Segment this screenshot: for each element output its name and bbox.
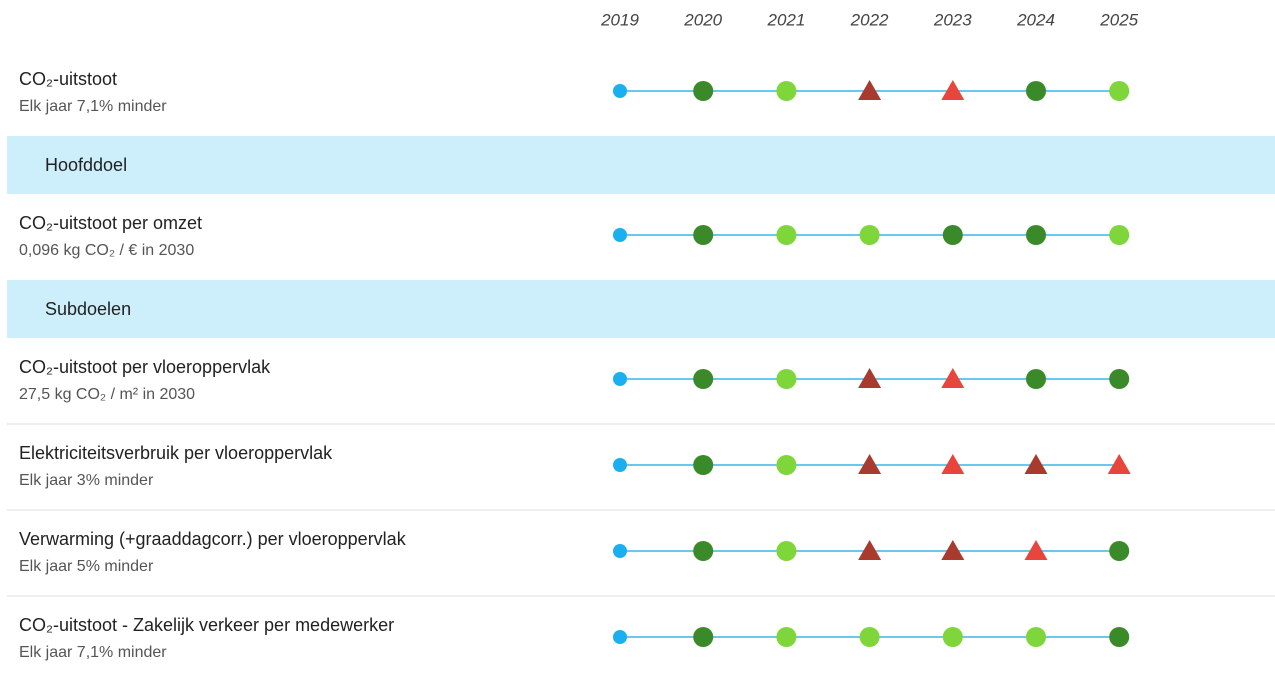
- status-dot: [859, 627, 880, 647]
- year-label: 2020: [683, 10, 722, 29]
- year-label: 2021: [766, 10, 805, 29]
- status-triangle: [858, 454, 882, 474]
- row-title: CO₂-uitstoot - Zakelijk verkeer per mede…: [19, 615, 394, 635]
- row-subtitle: 27,5 kg CO₂ / m² in 2030: [19, 386, 195, 403]
- status-dot: [1026, 627, 1046, 647]
- status-triangle: [1107, 454, 1131, 474]
- row-title: CO₂-uitstoot per omzet: [19, 213, 202, 233]
- status-dot: [693, 369, 714, 389]
- status-dot: [1026, 81, 1046, 101]
- row-subtitle: Elk jaar 3% minder: [19, 472, 154, 489]
- status-dot: [776, 455, 797, 475]
- year-label: 2022: [850, 10, 889, 29]
- status-dot: [1109, 627, 1130, 647]
- status-dot: [942, 627, 963, 647]
- section-label: Hoofddoel: [45, 155, 127, 175]
- status-dot: [693, 541, 714, 561]
- section-band: [7, 136, 1275, 194]
- status-dot: [693, 225, 714, 245]
- status-dot: [1026, 225, 1046, 245]
- status-dot: [693, 627, 714, 647]
- status-triangle: [1024, 540, 1048, 560]
- status-triangle: [941, 454, 965, 474]
- status-dot: [693, 455, 714, 475]
- status-dot: [776, 541, 797, 561]
- status-triangle: [858, 540, 882, 560]
- status-dot: [1109, 369, 1130, 389]
- status-dot: [693, 81, 714, 101]
- row-title: Verwarming (+graaddagcorr.) per vloeropp…: [19, 529, 407, 549]
- row-title: CO₂-uitstoot: [19, 69, 117, 89]
- row-subtitle: Elk jaar 5% minder: [19, 558, 154, 575]
- row-title: Elektriciteitsverbruik per vloeroppervla…: [19, 443, 333, 463]
- status-triangle: [858, 368, 882, 388]
- status-dot: [859, 225, 880, 245]
- status-dot: [776, 369, 797, 389]
- section-label: Subdoelen: [45, 299, 131, 319]
- status-triangle: [941, 540, 965, 560]
- status-triangle: [1024, 454, 1048, 474]
- year-label: 2019: [600, 10, 639, 29]
- status-dot: [942, 225, 963, 245]
- status-triangle: [941, 368, 965, 388]
- status-dot: [1109, 225, 1130, 245]
- status-triangle: [941, 80, 965, 100]
- baseline-dot: [613, 372, 627, 386]
- status-dot: [776, 225, 797, 245]
- row-title: CO₂-uitstoot per vloeroppervlak: [19, 357, 271, 377]
- status-dot: [776, 81, 797, 101]
- row-subtitle: Elk jaar 7,1% minder: [19, 644, 167, 661]
- status-dot: [776, 627, 797, 647]
- section-band: [7, 280, 1275, 338]
- status-dot: [1026, 369, 1046, 389]
- baseline-dot: [613, 458, 627, 472]
- status-dot: [1109, 541, 1130, 561]
- year-label: 2024: [1016, 10, 1055, 29]
- row-subtitle: Elk jaar 7,1% minder: [19, 98, 167, 115]
- baseline-dot: [613, 84, 627, 98]
- year-label: 2023: [933, 10, 972, 29]
- baseline-dot: [613, 228, 627, 242]
- baseline-dot: [613, 544, 627, 558]
- status-triangle: [858, 80, 882, 100]
- baseline-dot: [613, 630, 627, 644]
- status-dot: [1109, 81, 1130, 101]
- year-label: 2025: [1099, 10, 1138, 29]
- row-subtitle: 0,096 kg CO₂ / € in 2030: [19, 242, 194, 259]
